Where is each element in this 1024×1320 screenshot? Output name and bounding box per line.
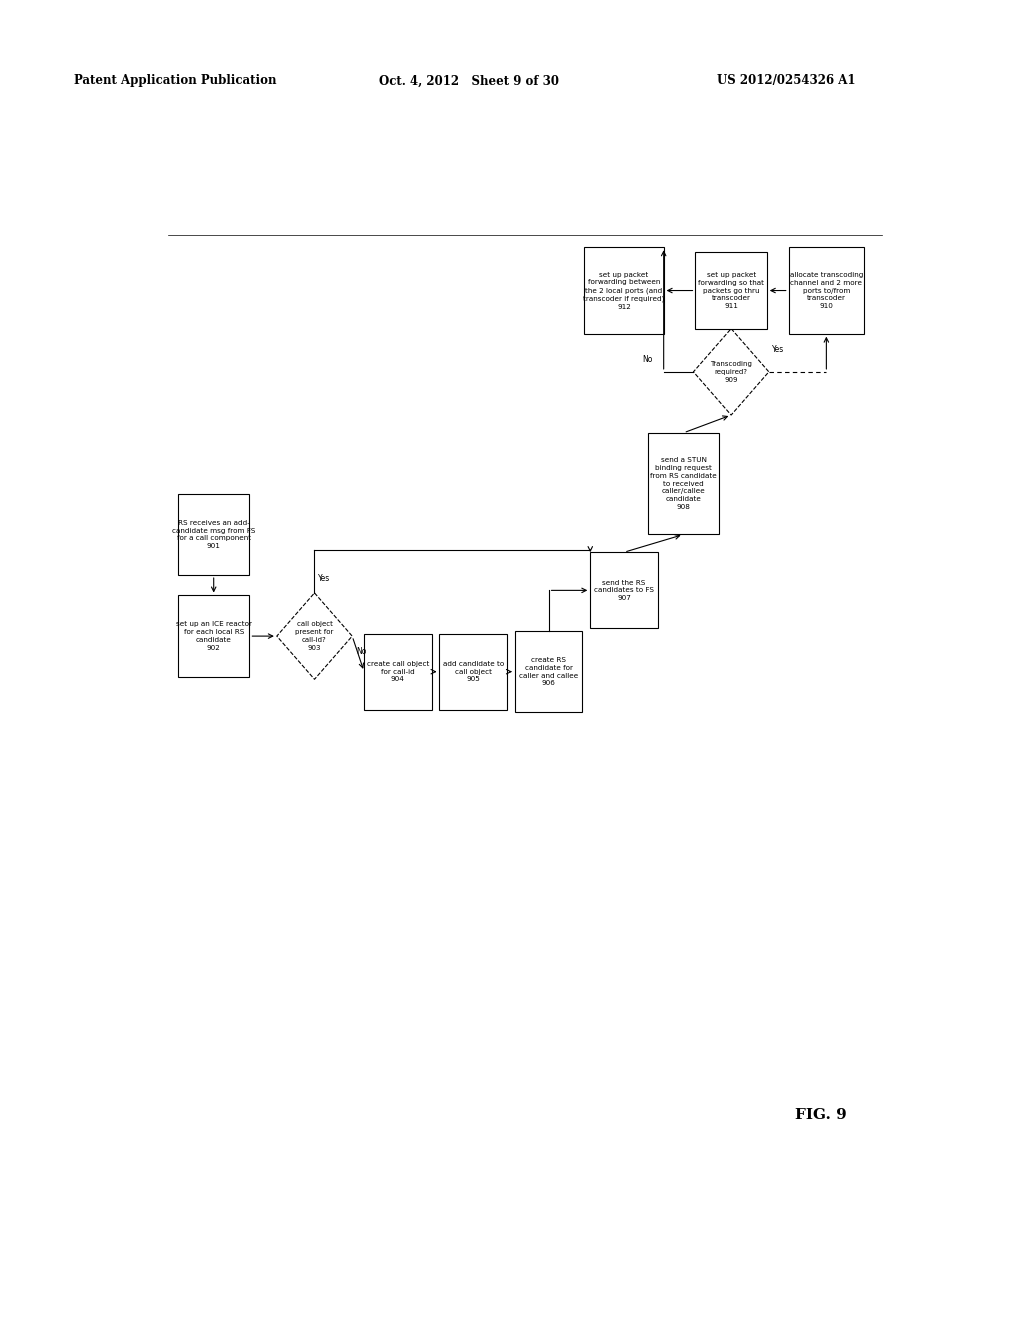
Bar xyxy=(365,634,431,710)
Text: set up an ICE reactor
for each local RS
candidate
902: set up an ICE reactor for each local RS … xyxy=(176,622,252,651)
Text: set up packet
forwarding so that
packets go thru
transcoder
911: set up packet forwarding so that packets… xyxy=(698,272,764,309)
Text: Yes: Yes xyxy=(772,345,784,354)
Text: Yes: Yes xyxy=(318,574,331,582)
Text: create RS
candidate for
caller and callee
906: create RS candidate for caller and calle… xyxy=(519,657,579,686)
Text: send the RS
candidates to FS
907: send the RS candidates to FS 907 xyxy=(594,579,654,601)
Bar xyxy=(590,552,657,628)
Text: RS receives an add-
candidate msg from FS
for a call component
901: RS receives an add- candidate msg from F… xyxy=(172,520,255,549)
Text: allocate transcoding
channel and 2 more
ports to/from
transcoder
910: allocate transcoding channel and 2 more … xyxy=(790,272,863,309)
Bar xyxy=(178,494,250,576)
Bar xyxy=(788,247,864,334)
Polygon shape xyxy=(693,329,769,414)
Text: US 2012/0254326 A1: US 2012/0254326 A1 xyxy=(717,74,855,87)
Polygon shape xyxy=(276,593,352,680)
Bar xyxy=(439,634,507,710)
Bar xyxy=(515,631,583,713)
Text: Oct. 4, 2012   Sheet 9 of 30: Oct. 4, 2012 Sheet 9 of 30 xyxy=(379,74,559,87)
Text: create call object
for call-id
904: create call object for call-id 904 xyxy=(367,661,429,682)
Bar xyxy=(178,595,250,677)
Bar xyxy=(648,433,719,535)
Text: send a STUN
binding request
from RS candidate
to received
caller/callee
candidat: send a STUN binding request from RS cand… xyxy=(650,458,717,510)
Text: FIG. 9: FIG. 9 xyxy=(795,1107,847,1122)
Text: set up packet
forwarding between
the 2 local ports (and
transcoder if required)
: set up packet forwarding between the 2 l… xyxy=(584,272,665,309)
Bar xyxy=(695,252,767,329)
Text: No: No xyxy=(642,355,652,364)
Bar xyxy=(585,247,664,334)
Text: No: No xyxy=(356,647,367,656)
Text: Transcoding
required?
909: Transcoding required? 909 xyxy=(711,362,752,383)
Text: call object
present for
call-id?
903: call object present for call-id? 903 xyxy=(295,622,334,651)
Text: Patent Application Publication: Patent Application Publication xyxy=(74,74,276,87)
Text: add candidate to
call object
905: add candidate to call object 905 xyxy=(442,661,504,682)
